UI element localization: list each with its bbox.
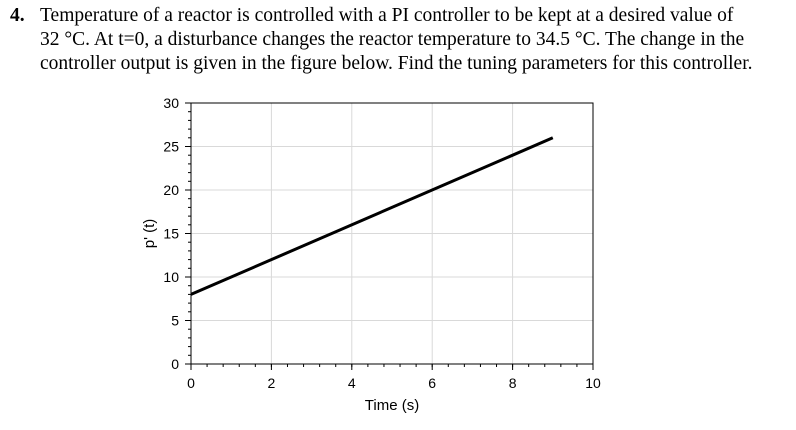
x-tick-label: 4 bbox=[348, 375, 356, 391]
problem-number: 4. bbox=[10, 5, 25, 26]
y-axis-label: p' (t) bbox=[141, 219, 158, 249]
y-tick-label: 25 bbox=[163, 139, 179, 155]
x-axis-label: Time (s) bbox=[365, 397, 419, 414]
x-tick-label: 10 bbox=[585, 375, 601, 391]
x-tick-label: 6 bbox=[428, 375, 436, 391]
problem-line-3: controller output is given in the figure… bbox=[40, 53, 753, 74]
problem-line-1: Temperature of a reactor is controlled w… bbox=[40, 5, 734, 26]
x-tick-label: 0 bbox=[187, 375, 195, 391]
x-tick-label: 2 bbox=[268, 375, 276, 391]
y-tick-label: 5 bbox=[171, 313, 179, 329]
y-tick-label: 30 bbox=[163, 95, 179, 111]
x-tick-label: 8 bbox=[509, 375, 517, 391]
series-line bbox=[190, 136, 554, 296]
y-tick-label: 10 bbox=[163, 269, 179, 285]
y-tick-label: 15 bbox=[163, 226, 179, 242]
y-tick-label: 20 bbox=[163, 182, 179, 198]
y-tick-label: 0 bbox=[171, 356, 179, 372]
problem-line-2: 32 °C. At t=0, a disturbance changes the… bbox=[40, 29, 745, 50]
